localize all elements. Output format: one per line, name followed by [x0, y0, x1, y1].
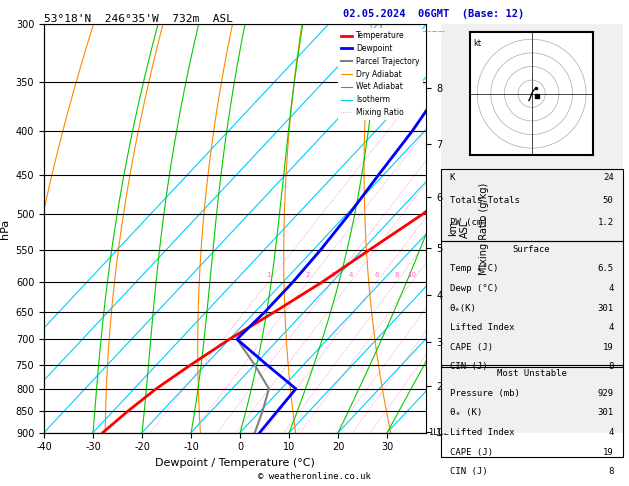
Text: Temp (°C): Temp (°C): [450, 264, 498, 273]
Text: Lifted Index: Lifted Index: [450, 323, 514, 332]
Text: 8: 8: [608, 363, 614, 371]
Text: 53°18'N  246°35'W  732m  ASL: 53°18'N 246°35'W 732m ASL: [44, 14, 233, 23]
Text: 6.5: 6.5: [598, 264, 614, 273]
X-axis label: Dewpoint / Temperature (°C): Dewpoint / Temperature (°C): [155, 458, 315, 468]
Text: Dewp (°C): Dewp (°C): [450, 284, 498, 293]
Text: 19: 19: [603, 448, 614, 457]
Bar: [440, 365, 623, 457]
Text: 50: 50: [603, 196, 614, 205]
Text: 1.2: 1.2: [598, 218, 614, 227]
Text: Surface: Surface: [513, 245, 550, 254]
Text: 02.05.2024  06GMT  (Base: 12): 02.05.2024 06GMT (Base: 12): [343, 9, 525, 19]
Text: K: K: [450, 174, 455, 182]
Text: θₑ(K): θₑ(K): [450, 304, 477, 312]
Text: 10: 10: [408, 272, 416, 278]
Text: CAPE (J): CAPE (J): [450, 343, 493, 352]
Text: CIN (J): CIN (J): [450, 467, 487, 476]
Text: Totals Totals: Totals Totals: [450, 196, 520, 205]
Text: 8: 8: [394, 272, 399, 278]
Bar: [440, 241, 623, 367]
Text: θₑ (K): θₑ (K): [450, 408, 482, 417]
Text: Most Unstable: Most Unstable: [497, 369, 567, 378]
Text: 301: 301: [598, 408, 614, 417]
Text: 4: 4: [608, 428, 614, 437]
Text: 301: 301: [598, 304, 614, 312]
Text: PW (cm): PW (cm): [450, 218, 487, 227]
Text: 24: 24: [603, 174, 614, 182]
Y-axis label: hPa: hPa: [0, 218, 10, 239]
Text: 4: 4: [608, 284, 614, 293]
Legend: Temperature, Dewpoint, Parcel Trajectory, Dry Adiabat, Wet Adiabat, Isotherm, Mi: Temperature, Dewpoint, Parcel Trajectory…: [338, 28, 423, 120]
Text: Lifted Index: Lifted Index: [450, 428, 514, 437]
Text: Mixing Ratio (g/kg): Mixing Ratio (g/kg): [479, 182, 489, 275]
Bar: [440, 169, 623, 241]
Text: 4: 4: [608, 323, 614, 332]
Text: 3: 3: [330, 272, 335, 278]
Text: 6: 6: [375, 272, 379, 278]
Text: 1: 1: [266, 272, 270, 278]
Text: CIN (J): CIN (J): [450, 363, 487, 371]
Text: 8: 8: [608, 467, 614, 476]
Text: © weatheronline.co.uk: © weatheronline.co.uk: [258, 472, 371, 481]
Text: 1LCL: 1LCL: [428, 428, 448, 437]
Text: 19: 19: [603, 343, 614, 352]
Y-axis label: km
ASL: km ASL: [448, 219, 470, 238]
Text: 2: 2: [306, 272, 310, 278]
Text: 4: 4: [348, 272, 353, 278]
Text: 929: 929: [598, 389, 614, 398]
Text: CAPE (J): CAPE (J): [450, 448, 493, 457]
Text: Pressure (mb): Pressure (mb): [450, 389, 520, 398]
Text: 02.05.2024  06GMT  (Base: 12): 02.05.2024 06GMT (Base: 12): [423, 31, 445, 32]
